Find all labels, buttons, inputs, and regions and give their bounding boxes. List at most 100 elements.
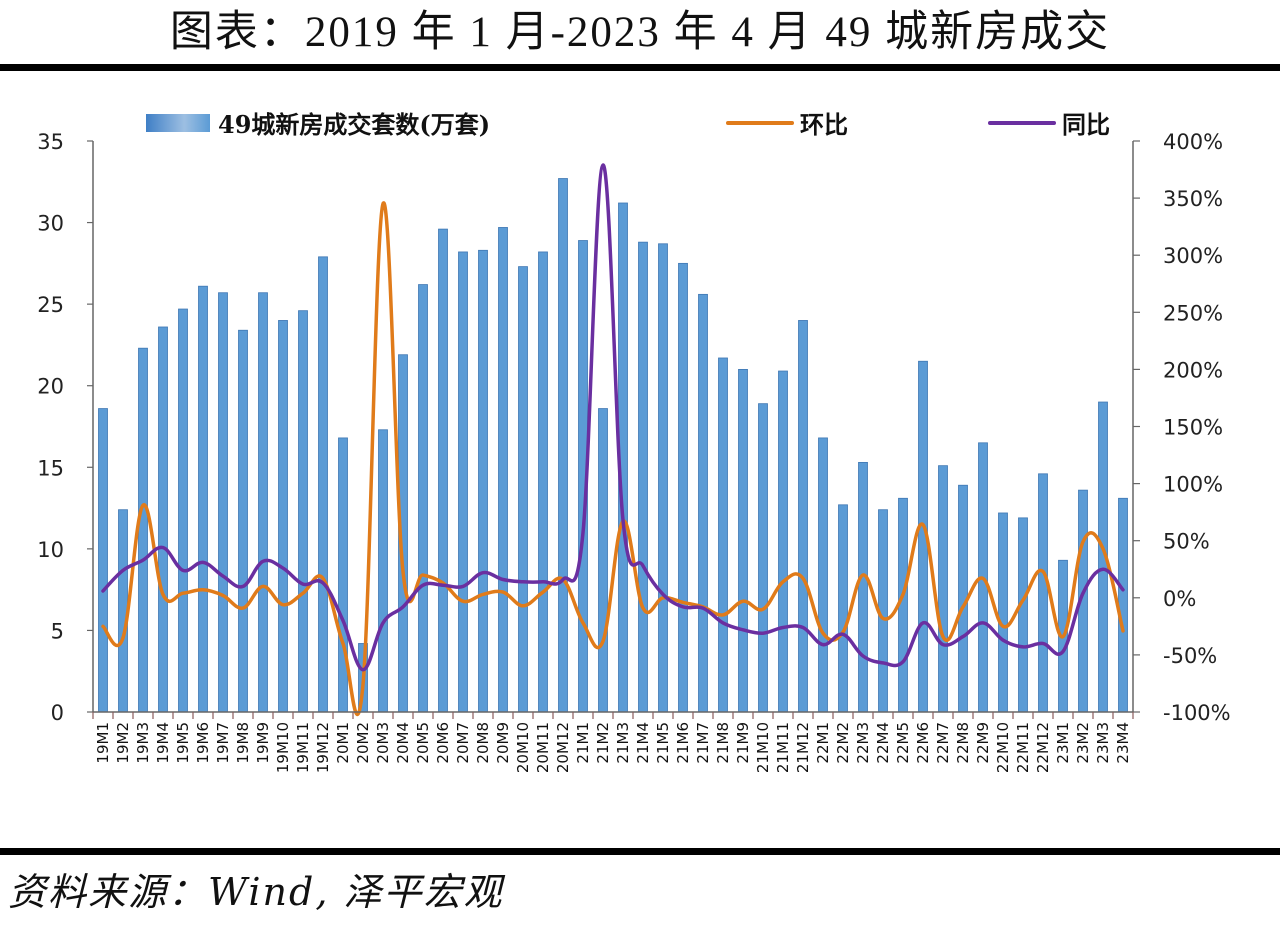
bar-21M7 <box>698 293 708 713</box>
x-tick-label: 22M2 <box>834 722 852 764</box>
x-tick-label: 19M1 <box>94 722 112 764</box>
left-tick-label: 25 <box>37 293 64 317</box>
bar-20M9 <box>498 227 508 713</box>
bar-20M8 <box>478 249 488 713</box>
right-tick-label: 300% <box>1163 244 1223 268</box>
bar-19M11 <box>298 310 308 713</box>
chart-area: 49城新房成交套数(万套) 环比 同比 0 5 10 15 20 25 30 35 -100% -5… <box>37 110 1231 773</box>
bar-22M10 <box>998 512 1008 713</box>
x-tick-label: 20M4 <box>394 722 412 764</box>
x-tick-label: 20M5 <box>414 722 432 764</box>
legend-item-transactions: 49城新房成交套数(万套) <box>146 110 490 139</box>
left-tick-label: 20 <box>37 375 64 399</box>
left-tick-label: 0 <box>51 701 64 725</box>
bar-19M4 <box>158 326 168 713</box>
top-divider <box>0 64 1280 71</box>
legend-item-yoy: 同比 <box>988 110 1110 139</box>
x-tick-label: 22M1 <box>814 722 832 764</box>
bar-19M6 <box>198 285 208 713</box>
right-tick-label: 350% <box>1163 187 1223 211</box>
x-tick-label: 22M8 <box>954 722 972 764</box>
x-tick-label: 20M8 <box>474 722 492 764</box>
x-tick-label: 23M2 <box>1074 722 1092 764</box>
bar-21M11 <box>778 370 788 713</box>
x-tick-label: 20M12 <box>554 722 572 773</box>
bar-19M9 <box>258 292 268 713</box>
bar-21M4 <box>638 241 648 713</box>
right-tick-label: -50% <box>1163 644 1217 668</box>
bar-19M7 <box>218 292 228 713</box>
left-y-axis: 0 5 10 15 20 25 30 35 <box>37 130 94 725</box>
x-tick-label: 21M11 <box>774 722 792 773</box>
bar-23M4 <box>1118 497 1128 713</box>
bar-20M7 <box>458 251 468 713</box>
x-tick-label: 19M10 <box>274 722 292 773</box>
x-tick-label: 21M3 <box>614 722 632 764</box>
bar-19M12 <box>318 256 328 713</box>
x-tick-label: 19M8 <box>234 722 252 764</box>
x-tick-label: 21M8 <box>714 722 732 764</box>
bar-20M12 <box>558 178 568 713</box>
bar-20M5 <box>418 284 428 713</box>
x-tick-label: 19M11 <box>294 722 312 773</box>
x-axis: 19M1 19M2 19M3 19M4 19M5 19M6 19M7 19M8 19M9 19M1… <box>92 711 1134 773</box>
bar-20M3 <box>378 429 388 713</box>
left-tick-label: 15 <box>37 456 64 480</box>
legend-label: 49城新房成交套数(万套) <box>218 110 490 139</box>
bar-19M8 <box>238 329 248 713</box>
left-tick-label: 35 <box>37 130 64 154</box>
right-tick-label: 250% <box>1163 301 1223 325</box>
x-tick-label: 21M7 <box>694 722 712 764</box>
x-tick-label: 23M3 <box>1094 722 1112 764</box>
x-tick-label: 19M2 <box>114 722 132 764</box>
x-tick-label: 19M3 <box>134 722 152 764</box>
bar-20M1 <box>338 437 348 713</box>
bar-21M8 <box>718 357 728 713</box>
x-tick-label: 20M3 <box>374 722 392 764</box>
bar-22M7 <box>938 465 948 713</box>
x-tick-label: 21M12 <box>794 722 812 773</box>
mom-line <box>101 201 1125 717</box>
x-tick-label: 22M11 <box>1014 722 1032 773</box>
left-tick-label: 30 <box>37 212 64 236</box>
bar-19M1 <box>98 408 108 713</box>
x-tick-label: 20M2 <box>354 722 372 764</box>
bar-21M10 <box>758 403 768 713</box>
right-tick-label: 0% <box>1163 587 1196 611</box>
legend-bar-swatch-icon <box>146 114 210 132</box>
x-tick-label: 22M7 <box>934 722 952 764</box>
x-tick-label: 19M9 <box>254 722 272 764</box>
bottom-divider <box>0 848 1280 855</box>
x-tick-label: 22M10 <box>994 722 1012 773</box>
right-tick-label: 400% <box>1163 130 1223 154</box>
left-tick-label: 10 <box>37 538 64 562</box>
x-tick-label: 21M10 <box>754 722 772 773</box>
x-tick-label: 19M6 <box>194 722 212 764</box>
bar-19M5 <box>178 308 188 713</box>
right-tick-label: -100% <box>1163 701 1231 725</box>
x-tick-label: 19M12 <box>314 722 332 773</box>
x-tick-label: 22M12 <box>1034 722 1052 773</box>
x-tick-label: 21M5 <box>654 722 672 764</box>
chart-title: 图表：2019 年 1 月-2023 年 4 月 49 城新房成交 <box>169 9 1111 56</box>
x-tick-label: 21M6 <box>674 722 692 764</box>
legend-item-mom: 环比 <box>726 110 848 139</box>
bar-20M10 <box>518 266 528 713</box>
bar-21M6 <box>678 262 688 713</box>
x-tick-label: 22M3 <box>854 722 872 764</box>
chart-legend: 49城新房成交套数(万套) 环比 同比 <box>146 110 1110 139</box>
bar-22M3 <box>858 461 868 713</box>
left-tick-label: 5 <box>51 619 64 643</box>
bar-19M10 <box>278 320 288 713</box>
x-tick-label: 22M6 <box>914 722 932 764</box>
bar-21M5 <box>658 243 668 713</box>
x-tick-label: 20M1 <box>334 722 352 764</box>
right-tick-label: 100% <box>1163 473 1223 497</box>
x-tick-label: 19M4 <box>154 722 172 764</box>
x-tick-label: 23M4 <box>1114 722 1132 764</box>
right-tick-label: 200% <box>1163 358 1223 382</box>
x-tick-label: 21M9 <box>734 722 752 764</box>
bar-20M6 <box>438 228 448 713</box>
right-y-axis: -100% -50% 0% 50% 100% 150% 200% 250% 300% 350% 40… <box>1132 130 1231 725</box>
x-tick-label: 22M9 <box>974 722 992 764</box>
